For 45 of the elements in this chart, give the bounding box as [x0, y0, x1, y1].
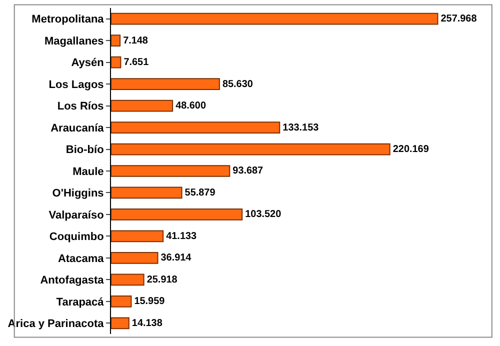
bar	[111, 34, 121, 47]
data-label: 103.520	[245, 209, 282, 220]
data-label: 220.169	[392, 144, 430, 155]
bar	[111, 186, 182, 199]
bar	[111, 78, 220, 90]
bar	[111, 317, 130, 330]
bar	[111, 100, 174, 112]
y-tick-label: Valparaíso	[48, 209, 104, 222]
data-label: 93.687	[232, 166, 264, 177]
bar	[111, 252, 158, 264]
bar	[111, 230, 164, 242]
bar	[111, 56, 122, 68]
bar	[111, 122, 280, 134]
data-label: 48.600	[176, 100, 206, 112]
y-tick-label: Arica y Parinacota	[8, 318, 105, 330]
y-tick-label: Los Ríos	[57, 100, 104, 113]
y-tick-label: Metropolitana	[32, 14, 105, 26]
data-label: 41.133	[166, 230, 197, 242]
data-label: 257.968	[440, 14, 478, 25]
y-tick-label: O'Higgins	[52, 188, 104, 200]
data-label: 25.918	[146, 274, 178, 286]
y-tick-label: Maule	[72, 166, 104, 178]
data-label: 36.914	[160, 252, 192, 264]
data-label: 85.630	[222, 78, 254, 90]
data-label: 7.651	[124, 57, 150, 68]
data-label: 7.148	[123, 35, 148, 46]
data-label: 133.153	[282, 122, 320, 134]
data-label: 55.879	[184, 187, 216, 198]
y-tick-label: Atacama	[58, 252, 105, 265]
data-label: 15.959	[134, 296, 166, 308]
bar	[111, 208, 243, 220]
bar	[111, 274, 144, 286]
bar	[111, 295, 132, 308]
y-tick-label: Bio-bío	[66, 144, 104, 156]
y-tick-label: Antofagasta	[40, 274, 105, 287]
y-tick-label: Magallanes	[44, 35, 104, 48]
y-tick-label: Coquimbo	[49, 231, 104, 244]
y-tick-label: Los Lagos	[48, 78, 104, 91]
y-tick-label: Tarapacá	[56, 296, 105, 308]
y-tick-label: Aysén	[71, 57, 104, 70]
bar	[111, 165, 230, 177]
y-tick-label: Araucanía	[50, 122, 105, 134]
bar	[111, 143, 390, 156]
bar	[111, 12, 438, 25]
data-label: 14.138	[132, 318, 163, 329]
